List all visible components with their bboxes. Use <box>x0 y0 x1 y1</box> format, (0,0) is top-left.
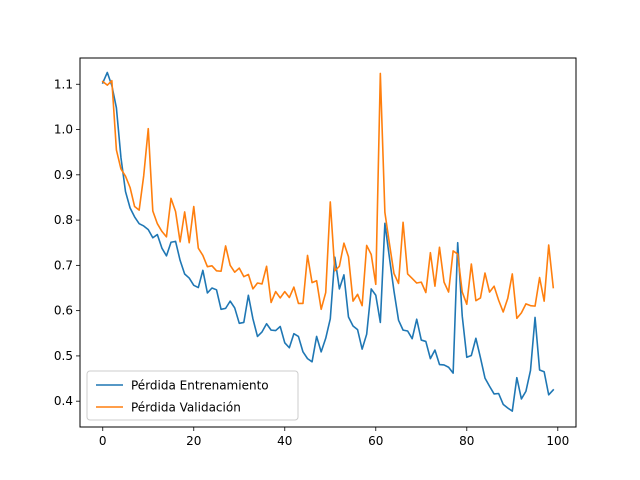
legend-box <box>86 370 299 421</box>
x-tick-label: 60 <box>368 434 383 448</box>
x-tick-label: 100 <box>546 434 569 448</box>
y-tick-label: 0.7 <box>54 258 73 272</box>
legend: Pérdida Entrenamiento Pérdida Validación <box>86 370 299 421</box>
x-axis: 0 20 40 60 80 100 <box>99 427 569 448</box>
x-tick-label: 0 <box>99 434 107 448</box>
y-tick-label: 0.6 <box>54 304 73 318</box>
y-tick-label: 0.9 <box>54 168 73 182</box>
x-tick-label: 40 <box>277 434 292 448</box>
y-axis: 0.4 0.5 0.6 0.7 0.8 0.9 1.0 1.1 <box>54 77 80 408</box>
plot-frame <box>79 57 577 428</box>
legend-label-train: Pérdida Entrenamiento <box>131 379 269 393</box>
y-tick-label: 0.8 <box>54 213 73 227</box>
x-tick-label: 20 <box>186 434 201 448</box>
series-layer <box>101 71 555 412</box>
y-tick-label: 0.5 <box>54 349 73 363</box>
legend-label-val: Pérdida Validación <box>131 401 241 415</box>
series-line-train <box>101 71 555 412</box>
y-tick-label: 0.4 <box>54 394 73 408</box>
series-line-val <box>101 72 555 320</box>
x-tick-label: 80 <box>459 434 474 448</box>
y-tick-label: 1.0 <box>54 123 73 137</box>
y-tick-label: 1.1 <box>54 77 73 91</box>
